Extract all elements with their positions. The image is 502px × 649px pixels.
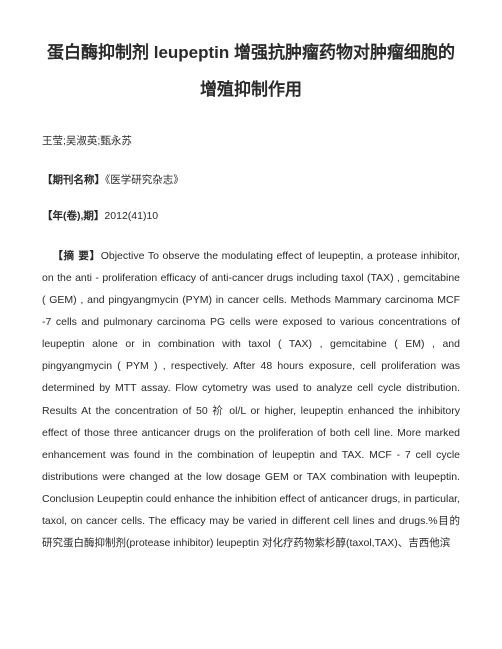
journal-value: 《医学研究杂志》 xyxy=(105,174,184,186)
journal-line: 【期刊名称】《医学研究杂志》 xyxy=(42,172,460,189)
issue-label: 【年(卷),期】 xyxy=(42,210,104,222)
journal-label: 【期刊名称】 xyxy=(42,174,105,186)
authors-line: 王莹;吴淑英;甄永苏 xyxy=(42,133,460,150)
abstract-label: 【摘 要】 xyxy=(53,250,101,262)
issue-line: 【年(卷),期】2012(41)10 xyxy=(42,208,460,225)
abstract-text: Objective To observe the modulating effe… xyxy=(42,250,460,549)
page-container: 蛋白酶抑制剂 leupeptin 增强抗肿瘤药物对肿瘤细胞的增殖抑制作用 王莹;… xyxy=(0,0,502,649)
abstract-block: 【摘 要】Objective To observe the modulating… xyxy=(42,245,460,554)
issue-value: 2012(41)10 xyxy=(104,210,158,222)
article-title: 蛋白酶抑制剂 leupeptin 增强抗肿瘤药物对肿瘤细胞的增殖抑制作用 xyxy=(42,34,460,109)
